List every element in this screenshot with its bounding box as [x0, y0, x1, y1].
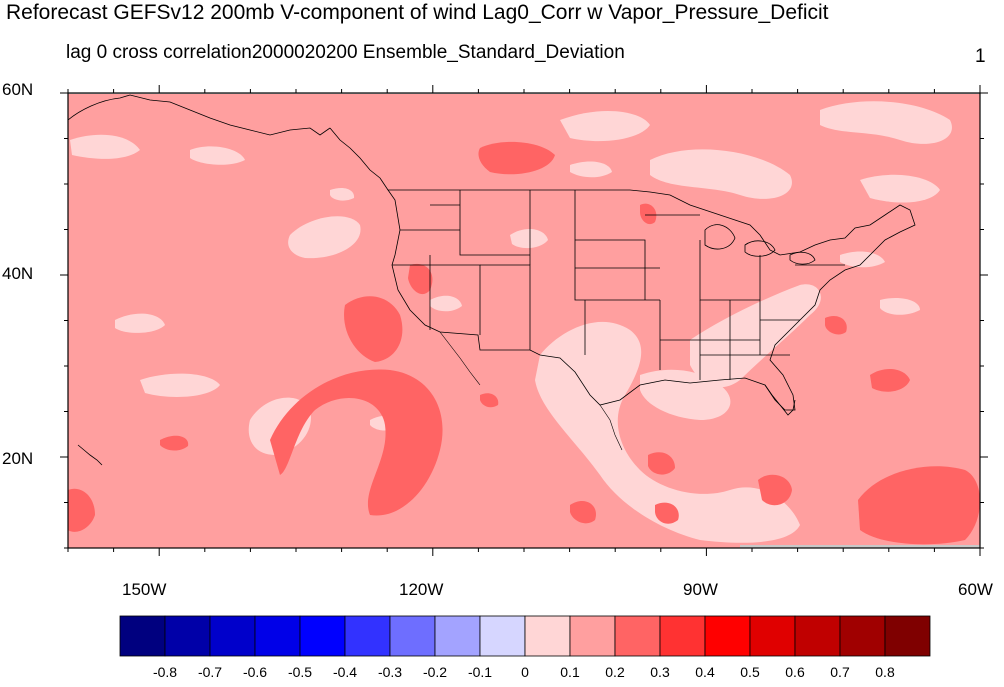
colorbar-swatch [749, 615, 796, 657]
colorbar-swatch [524, 615, 571, 657]
colorbar-swatch [884, 615, 931, 657]
colorbar-tick-label: -0.4 [332, 664, 358, 680]
missing-data-strip [740, 545, 980, 548]
colorbar-tick-label: -0.8 [152, 664, 178, 680]
lon-label-90w: 90W [683, 580, 718, 599]
mexico-coastline [439, 331, 623, 451]
panel-number: 1 [975, 46, 986, 67]
colorbar-tick-label: 0.8 [875, 664, 895, 680]
colorbar-tick-label: 0.2 [605, 664, 625, 680]
axis-ticks [60, 85, 988, 556]
colorbar-swatch [254, 615, 301, 657]
colorbar-swatch [659, 615, 706, 657]
coastline-and-state-boundaries [68, 94, 916, 466]
lat-label-40n: 40N [2, 264, 34, 283]
colorbar-tick-label: -0.1 [467, 664, 493, 680]
colorbar-swatch [839, 615, 886, 657]
colorbar-swatch [389, 615, 436, 657]
colorbar-tick-label: 0.3 [650, 664, 670, 680]
lat-label-20n: 20N [2, 449, 34, 468]
colorbar-swatch [119, 615, 166, 657]
colorbar-tick-label: -0.3 [377, 664, 403, 680]
colorbar-swatch [434, 615, 481, 657]
colorbar-swatch [614, 615, 661, 657]
colorbar-swatch [794, 615, 841, 657]
colorbar-swatch [299, 615, 346, 657]
colorbar-tick-label: -0.5 [287, 664, 313, 680]
colorbar-swatch [209, 615, 256, 657]
lon-label-60w: 60W [958, 580, 993, 599]
lon-label-150w: 150W [122, 580, 167, 599]
colorbar-tick-label: -0.6 [242, 664, 268, 680]
lon-label-120w: 120W [399, 580, 444, 599]
figure-subtitle: lag 0 cross correlation2000020200 Ensemb… [66, 42, 625, 63]
lat-label-60n: 60N [2, 80, 34, 99]
colorbar [119, 615, 931, 657]
colorbar-swatch [704, 615, 751, 657]
colorbar-tick-label: 0.7 [830, 664, 850, 680]
colorbar-tick-label: 0.1 [560, 664, 580, 680]
colorbar-tick-label: 0.5 [740, 664, 760, 680]
colorbar-tick-label: 0.4 [695, 664, 715, 680]
colorbar-tick-label: -0.7 [197, 664, 223, 680]
colorbar-tick-label: 0.6 [785, 664, 805, 680]
colorbar-tick-label: 0 [521, 664, 529, 680]
figure-title: Reforecast GEFSv12 200mb V-component of … [6, 1, 829, 24]
colorbar-swatch [344, 615, 391, 657]
colorbar-swatch [164, 615, 211, 657]
colorbar-swatch [479, 615, 526, 657]
dark-correlation-regions [68, 141, 980, 545]
colorbar-swatch [569, 615, 616, 657]
colorbar-tick-label: -0.2 [422, 664, 448, 680]
